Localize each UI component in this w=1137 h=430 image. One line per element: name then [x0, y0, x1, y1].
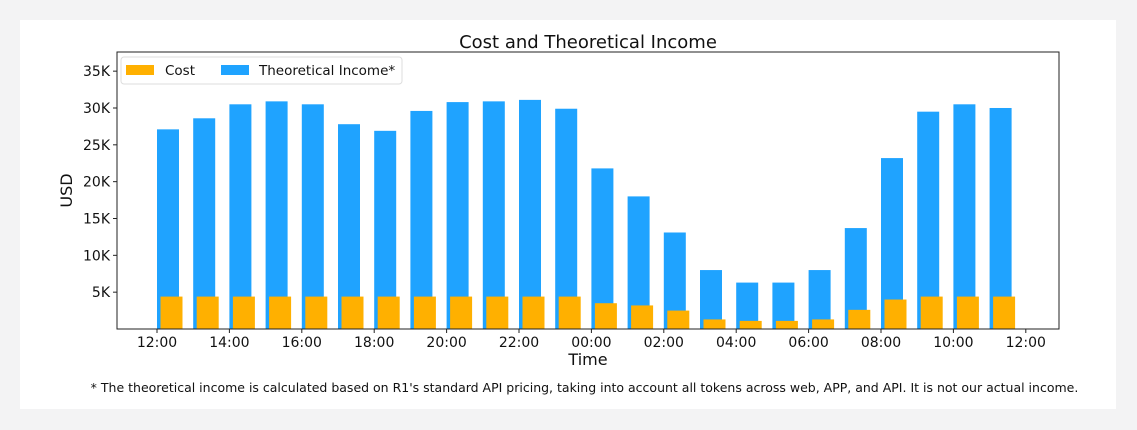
legend-swatch-cost [126, 65, 154, 75]
income-bar [265, 101, 288, 329]
income-bar [157, 129, 179, 329]
x-tick-label: 10:00 [933, 335, 973, 351]
x-tick-label: 18:00 [354, 335, 394, 351]
income-bar [591, 168, 614, 329]
income-bar [301, 104, 324, 330]
income-bar [193, 118, 216, 329]
income-bar [953, 104, 976, 330]
income-bar [917, 111, 940, 329]
cost-bar [667, 310, 690, 329]
x-tick-label: 08:00 [861, 335, 901, 351]
cost-bar [703, 319, 726, 329]
cost-bar [305, 296, 328, 329]
income-bar [410, 110, 433, 329]
cost-bar [631, 305, 654, 329]
income-bar [519, 99, 541, 329]
y-tick-label: 10K [83, 248, 111, 264]
income-bar [482, 101, 505, 329]
legend-swatch-income [221, 65, 249, 75]
cost-bar [884, 299, 907, 329]
income-bar [989, 107, 1012, 329]
cost-bar [160, 296, 183, 329]
y-tick-label: 20K [83, 175, 111, 191]
cost-bar [450, 296, 473, 329]
income-bar [374, 130, 397, 329]
cost-bar [558, 296, 581, 329]
cost-bar [775, 320, 798, 329]
cost-bar [956, 296, 979, 329]
legend [120, 56, 403, 85]
x-tick-label: 20:00 [426, 335, 466, 351]
cost-bar [812, 319, 835, 329]
cost-bar [522, 296, 545, 329]
cost-bar [920, 296, 943, 329]
legend-label-cost: Cost [165, 63, 195, 79]
x-tick-label: 14:00 [209, 335, 249, 351]
cost-bar [739, 320, 762, 329]
income-bar [446, 102, 469, 330]
x-tick-label: 12:00 [1006, 335, 1046, 351]
income-bar [881, 158, 903, 329]
footnote: * The theoretical income is calculated b… [90, 380, 1079, 395]
income-bar [627, 196, 650, 329]
cost-bar [413, 296, 436, 329]
cost-bar [377, 296, 400, 329]
plot-frame [116, 51, 1060, 330]
cost-bar [232, 296, 255, 329]
cost-bar [341, 296, 364, 329]
y-tick-label: 5K [92, 285, 111, 301]
x-tick-label: 16:00 [282, 335, 322, 351]
income-bar [700, 270, 722, 329]
income-bar [736, 282, 759, 329]
cost-bar [594, 303, 617, 329]
cost-bar [269, 296, 292, 329]
x-tick-label: 02:00 [644, 335, 684, 351]
chart-title: Cost and Theoretical Income [459, 32, 717, 53]
income-bar [808, 270, 831, 329]
y-tick-label: 15K [83, 211, 111, 227]
x-tick-label: 04:00 [716, 335, 756, 351]
cost-bar [486, 296, 509, 329]
cost-bar [848, 309, 871, 329]
income-bar [844, 228, 867, 329]
income-bar [229, 104, 252, 330]
cost-bar [196, 296, 219, 329]
y-axis-label: USD [57, 173, 76, 207]
income-bar [663, 232, 686, 329]
y-tick-label: 30K [83, 101, 111, 117]
income-bar [772, 282, 795, 329]
x-tick-label: 12:00 [137, 335, 177, 351]
income-bar [338, 124, 360, 329]
y-tick-label: 25K [83, 138, 111, 154]
x-tick-label: 06:00 [788, 335, 828, 351]
legend-label-income: Theoretical Income* [258, 63, 395, 79]
x-tick-label: 00:00 [571, 335, 611, 351]
x-axis-label: Time [567, 350, 607, 369]
x-tick-label: 22:00 [499, 335, 539, 351]
income-bar [555, 108, 578, 329]
y-tick-label: 35K [83, 64, 111, 80]
cost-bar [993, 296, 1016, 329]
